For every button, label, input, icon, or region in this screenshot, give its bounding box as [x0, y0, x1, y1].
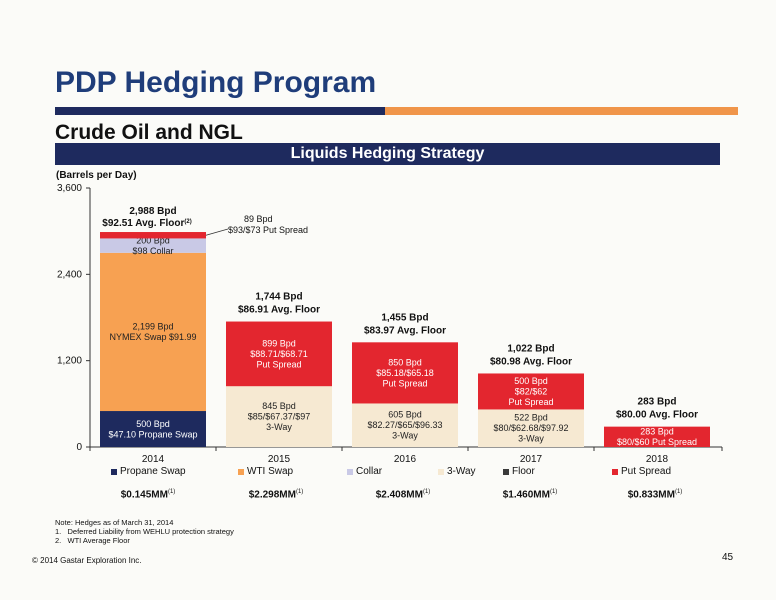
legend-item: Collar — [347, 466, 382, 477]
segment-label: $85/$67.37/$97 — [248, 412, 311, 422]
legend-swatch — [347, 468, 353, 475]
footnotes: Note: Hedges as of March 31, 2014 1. Def… — [55, 518, 234, 545]
x-tick-label: 2014 — [142, 454, 165, 465]
bar-segment — [226, 386, 332, 447]
legend-label: WTI Swap — [247, 466, 294, 477]
cost-value: $0.833MM(1) — [627, 489, 683, 501]
callout-label: 89 Bpd — [244, 214, 273, 224]
callout-leader — [205, 228, 229, 236]
title-rule-navy — [55, 107, 385, 115]
bar-segment — [478, 409, 584, 447]
legend-label: Put Spread — [621, 466, 672, 477]
segment-label: 899 Bpd — [262, 338, 296, 348]
legend-item: Put Spread — [612, 466, 671, 477]
bar-segment — [100, 232, 206, 239]
cost-value: $2.408MM(1) — [375, 489, 431, 501]
bar-segment — [100, 252, 206, 412]
legend-item: Propane Swap — [111, 466, 186, 477]
total-label: 1,744 Bpd — [255, 292, 302, 303]
segment-label: 522 Bpd — [514, 413, 548, 423]
title-rule-orange — [385, 107, 738, 115]
page-number: 45 — [722, 552, 734, 563]
legend-item: Floor — [503, 466, 535, 477]
cost-note-marker: (1) — [549, 489, 558, 495]
segment-label: Put Spread — [256, 359, 301, 369]
x-tick-label: 2016 — [394, 454, 417, 465]
cost-note-marker: (1) — [295, 489, 304, 495]
segment-label: $80/$62.68/$97.92 — [493, 423, 568, 433]
copyright: © 2014 Gastar Exploration Inc. — [32, 556, 142, 565]
segment-label: 3-Way — [392, 431, 418, 441]
legend-label: Collar — [356, 466, 383, 477]
callout-label: $93/$73 Put Spread — [228, 225, 308, 235]
legend-swatch — [238, 468, 244, 475]
segment-label: 845 Bpd — [262, 401, 296, 411]
cost-value: $2.298MM(1) — [248, 489, 304, 501]
cost-note-marker: (1) — [167, 489, 176, 495]
segment-label: $88.71/$68.71 — [250, 349, 308, 359]
bar-segment — [352, 342, 458, 404]
legend-label: Floor — [512, 466, 535, 477]
segment-label: 605 Bpd — [388, 410, 422, 420]
floor-note-marker: (2) — [184, 219, 191, 225]
x-tick-label: 2015 — [268, 454, 291, 465]
bar-segment — [352, 403, 458, 447]
total-floor-label: $80.98 Avg. Floor — [490, 356, 572, 367]
segment-label: $47.10 Propane Swap — [108, 429, 197, 439]
legend-swatch — [111, 468, 117, 475]
segment-label: 283 Bpd — [640, 427, 674, 437]
total-label: 2,988 Bpd — [129, 206, 176, 217]
total-floor-label: $92.51 Avg. Floor(2) — [102, 218, 191, 229]
bar-segment — [100, 411, 206, 447]
total-label: 1,455 Bpd — [381, 312, 428, 323]
legend-item: 3-Way — [438, 466, 476, 477]
y-tick-label: 0 — [76, 442, 82, 453]
x-tick-label: 2018 — [646, 454, 669, 465]
segment-label: 850 Bpd — [388, 357, 422, 367]
bar-segment — [478, 373, 584, 410]
cost-note-marker: (1) — [422, 489, 431, 495]
legend-label: 3-Way — [447, 466, 476, 477]
segment-label: Put Spread — [508, 397, 553, 407]
chart-banner: Liquids Hedging Strategy — [55, 143, 720, 165]
segment-label: 200 Bpd — [136, 235, 170, 245]
segment-label: $98 Collar — [132, 246, 173, 256]
y-axis-label: (Barrels per Day) — [56, 170, 137, 181]
total-floor-label: $86.91 Avg. Floor — [238, 305, 320, 316]
segment-label: $80/$60 Put Spread — [617, 437, 697, 447]
total-label: 1,022 Bpd — [507, 343, 554, 354]
cost-value: $0.145MM(1) — [120, 489, 176, 501]
legend-swatch — [438, 468, 444, 475]
total-floor-label: $80.00 Avg. Floor — [616, 410, 698, 421]
y-tick-label: 2,400 — [57, 269, 82, 280]
x-tick-label: 2017 — [520, 454, 543, 465]
bar-segment — [100, 238, 206, 253]
y-tick-label: 3,600 — [57, 183, 82, 194]
segment-label: 500 Bpd — [514, 376, 548, 386]
segment-label: Put Spread — [382, 378, 427, 388]
page-title: PDP Hedging Program — [55, 66, 377, 99]
segment-label: 500 Bpd — [136, 419, 170, 429]
segment-label: $82.27/$65/$96.33 — [367, 420, 442, 430]
segment-label: $82/$62 — [515, 386, 548, 396]
legend-item: WTI Swap — [238, 466, 293, 477]
legend-swatch — [503, 468, 509, 475]
total-floor-label: $83.97 Avg. Floor — [364, 325, 446, 336]
total-label: 283 Bpd — [638, 397, 677, 408]
segment-label: 3-Way — [266, 422, 292, 432]
segment-label: 3-Way — [518, 434, 544, 444]
legend-swatch — [612, 468, 618, 475]
bar-segment — [226, 321, 332, 387]
bar-segment — [604, 426, 710, 447]
cost-note-marker: (1) — [674, 489, 683, 495]
segment-label: $85.18/$65.18 — [376, 368, 434, 378]
segment-label: 2,199 Bpd — [132, 322, 173, 332]
legend-label: Propane Swap — [120, 466, 186, 477]
cost-value: $1.460MM(1) — [502, 489, 558, 501]
segment-label: NYMEX Swap $91.99 — [109, 332, 196, 342]
y-tick-label: 1,200 — [57, 356, 82, 367]
section-subtitle: Crude Oil and NGL — [55, 121, 243, 144]
